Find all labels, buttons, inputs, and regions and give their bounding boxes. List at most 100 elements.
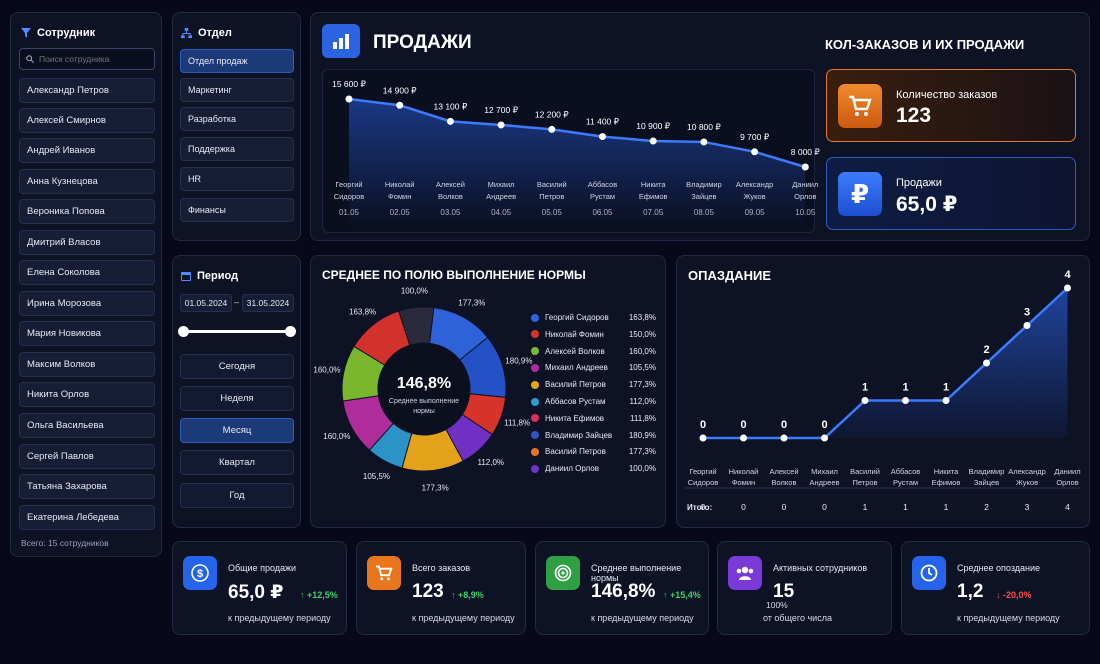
sales-point[interactable]: [446, 117, 454, 125]
employee-item[interactable]: Ольга Васильева: [19, 413, 155, 438]
employee-item[interactable]: Никита Орлов: [19, 382, 155, 407]
period-button[interactable]: Сегодня: [180, 354, 294, 379]
delay-point[interactable]: [1064, 284, 1071, 292]
legend-dot: [531, 397, 539, 406]
search-icon: [26, 55, 34, 63]
kpi-card[interactable]: Среднее выполнение нормы 146,8% ↑ +15,4%…: [535, 541, 709, 635]
pie-slice-label: 163,8%: [349, 307, 376, 316]
delay-surname-label: Рустам: [893, 478, 918, 487]
period-button[interactable]: Неделя: [180, 386, 294, 411]
employee-item[interactable]: Татьяна Захарова: [19, 474, 155, 499]
period-panel-header: Период: [181, 270, 238, 282]
legend-value: 112,0%: [629, 397, 656, 406]
date-from-input[interactable]: 01.05.2024: [180, 294, 232, 312]
delay-total-value: 1: [903, 502, 908, 512]
legend-item[interactable]: Аббасов Рустам 112,0%: [531, 397, 656, 406]
delay-point[interactable]: [780, 434, 788, 442]
legend-item[interactable]: Василий Петров 177,3%: [531, 380, 656, 389]
sales-point[interactable]: [548, 125, 556, 133]
delay-point[interactable]: [821, 434, 828, 442]
employee-item[interactable]: Мария Новикова: [19, 321, 155, 346]
department-item[interactable]: Маркетинг: [180, 78, 294, 102]
sales-point[interactable]: [345, 95, 353, 103]
sales-point[interactable]: [649, 137, 657, 145]
sales-point[interactable]: [396, 101, 404, 109]
legend-item[interactable]: Даниил Орлов 100,0%: [531, 464, 656, 473]
slider-handle-end[interactable]: [285, 326, 296, 337]
legend-item[interactable]: Георгий Сидоров 163,8%: [531, 313, 656, 322]
period-button[interactable]: Год: [180, 483, 294, 508]
kpi-card[interactable]: Активных сотрудников 15 100% от общего ч…: [717, 541, 892, 635]
department-item[interactable]: Финансы: [180, 198, 294, 222]
sales-point[interactable]: [700, 138, 708, 146]
employee-item[interactable]: Андрей Иванов: [19, 138, 155, 163]
sales-point[interactable]: [751, 148, 759, 156]
sales-point[interactable]: [497, 121, 505, 129]
employee-item[interactable]: Дмитрий Власов: [19, 230, 155, 255]
employee-item[interactable]: Александр Петров: [19, 78, 155, 103]
employee-search-input[interactable]: [39, 54, 149, 64]
department-item[interactable]: Отдел продаж: [180, 49, 294, 73]
legend-item[interactable]: Василий Петров 177,3%: [531, 447, 656, 456]
kpi-delta: ↓ -20,0%: [996, 590, 1032, 600]
employee-item[interactable]: Елена Соколова: [19, 260, 155, 285]
delay-point[interactable]: [983, 359, 990, 367]
employee-item[interactable]: Алексей Смирнов: [19, 108, 155, 133]
delay-value-label: 0: [821, 419, 827, 431]
legend-item[interactable]: Николай Фомин 150,0%: [531, 330, 656, 339]
pie-slice-label: 160,0%: [313, 365, 340, 374]
period-panel-title: Период: [197, 270, 239, 282]
department-item[interactable]: Разработка: [180, 107, 294, 131]
legend-dot: [531, 363, 539, 372]
sales-date-label: 03.05: [440, 208, 461, 217]
sales-surname-label: Орлов: [794, 192, 816, 201]
legend-item[interactable]: Алексей Волков 160,0%: [531, 347, 656, 356]
delay-surname-label: Волков: [772, 478, 797, 487]
employee-item[interactable]: Анна Кузнецова: [19, 169, 155, 194]
orders-card[interactable]: Количество заказов 123: [826, 69, 1076, 142]
sales-date-label: 04.05: [491, 208, 512, 217]
delay-value-label: 3: [1024, 307, 1030, 319]
delay-point[interactable]: [740, 434, 747, 442]
delay-point[interactable]: [902, 397, 909, 404]
legend-item[interactable]: Владимир Зайцев 180,9%: [531, 431, 656, 440]
department-item[interactable]: HR: [180, 167, 294, 191]
kpi-card[interactable]: Всего заказов 123 ↑ +8,9% к предыдущему …: [356, 541, 526, 635]
legend-item[interactable]: Михаил Андреев 105,5%: [531, 363, 656, 372]
employee-item[interactable]: Сергей Павлов: [19, 444, 155, 469]
date-to-input[interactable]: 31.05.2024: [242, 294, 294, 312]
sales-point[interactable]: [801, 163, 809, 171]
slider-handle-start[interactable]: [178, 326, 189, 337]
kpi-subtext: от общего числа: [763, 613, 832, 623]
date-separator: –: [234, 297, 240, 307]
revenue-card[interactable]: ₽ Продажи 65,0 ₽: [826, 157, 1076, 230]
delay-point[interactable]: [861, 397, 869, 404]
delay-point[interactable]: [699, 434, 707, 442]
department-item[interactable]: Поддержка: [180, 137, 294, 161]
employee-item[interactable]: Максим Волков: [19, 352, 155, 377]
legend-value: 105,5%: [628, 363, 656, 373]
legend-value: 160,0%: [628, 346, 656, 356]
kpi-value: 15: [773, 581, 795, 602]
sales-point[interactable]: [599, 133, 606, 141]
period-button[interactable]: Квартал: [180, 450, 294, 475]
employee-item[interactable]: Вероника Попова: [19, 199, 155, 224]
kpi-value: 123: [412, 581, 444, 602]
employee-search[interactable]: [19, 48, 155, 70]
employee-item[interactable]: Ирина Морозова: [19, 291, 155, 316]
legend-dot: [531, 414, 539, 423]
legend-item[interactable]: Никита Ефимов 111,8%: [531, 414, 656, 423]
sales-line: [348, 97, 806, 169]
delay-point[interactable]: [942, 397, 950, 404]
pie-slice[interactable]: [398, 306, 435, 346]
employee-panel-header: Сотрудник: [21, 27, 95, 39]
sales-date-label: 06.05: [592, 208, 613, 217]
delay-point[interactable]: [1023, 322, 1031, 329]
kpi-icon-box: [546, 556, 580, 590]
employee-item[interactable]: Екатерина Лебедева: [19, 505, 155, 530]
period-slider[interactable]: [178, 326, 296, 337]
kpi-card[interactable]: $ Общие продажи 65,0 ₽ ↑ +12,5% к предыд…: [172, 541, 347, 635]
period-button[interactable]: Месяц: [180, 418, 294, 443]
kpi-card[interactable]: Среднее опоздание 1,2 ↓ -20,0% к предыду…: [901, 541, 1090, 635]
svg-text:$: $: [197, 568, 203, 580]
